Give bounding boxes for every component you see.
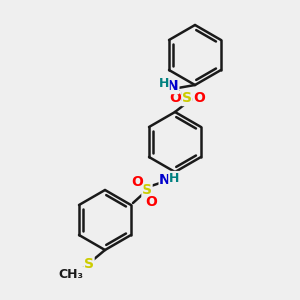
Text: O: O: [169, 92, 181, 106]
Text: N: N: [159, 173, 171, 187]
Text: S: S: [142, 183, 152, 197]
Text: O: O: [145, 195, 157, 209]
Text: O: O: [193, 92, 205, 106]
Text: S: S: [84, 257, 94, 271]
Text: H: H: [169, 172, 179, 184]
Text: O: O: [131, 175, 143, 189]
Text: N: N: [167, 80, 179, 94]
Text: CH₃: CH₃: [58, 268, 83, 281]
Text: S: S: [182, 92, 192, 106]
Text: H: H: [159, 77, 169, 90]
